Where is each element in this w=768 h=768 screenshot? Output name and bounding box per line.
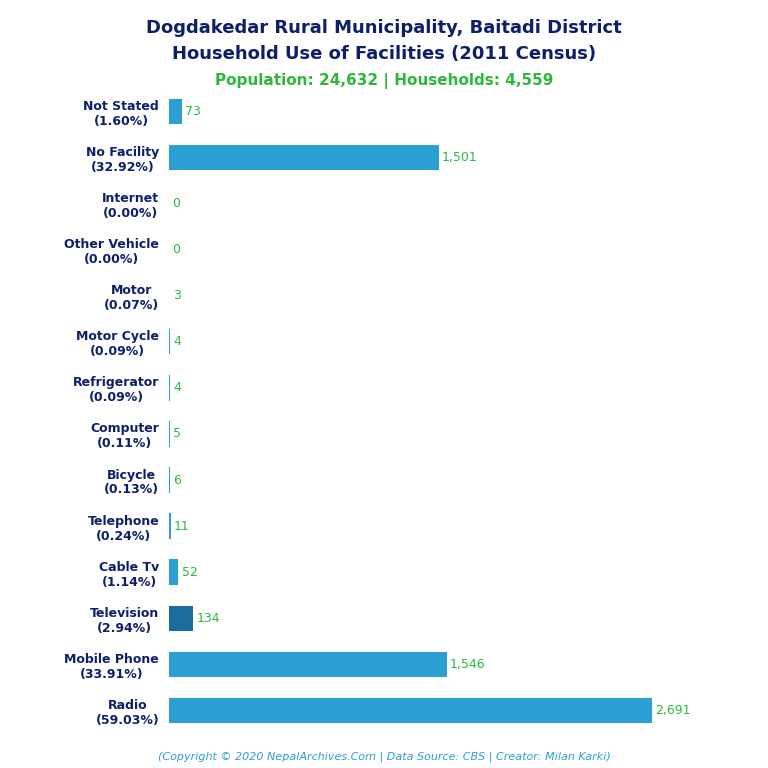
Text: 3: 3 [173, 290, 180, 302]
Text: 11: 11 [174, 520, 190, 532]
Text: 5: 5 [173, 428, 181, 440]
Text: 6: 6 [174, 474, 181, 486]
Bar [169, 513, 171, 539]
Text: Dogdakedar Rural Municipality, Baitadi District: Dogdakedar Rural Municipality, Baitadi D… [146, 19, 622, 37]
Text: Population: 24,632 | Households: 4,559: Population: 24,632 | Households: 4,559 [215, 73, 553, 89]
Bar [169, 697, 652, 723]
Bar [169, 467, 170, 493]
Bar [169, 144, 439, 170]
Bar [169, 605, 193, 631]
Bar [169, 651, 447, 677]
Bar [169, 559, 178, 585]
Text: Household Use of Facilities (2011 Census): Household Use of Facilities (2011 Census… [172, 45, 596, 62]
Bar [169, 99, 182, 124]
Text: 1,501: 1,501 [442, 151, 478, 164]
Text: 4: 4 [173, 336, 180, 348]
Text: 4: 4 [173, 382, 180, 394]
Text: 1,546: 1,546 [450, 658, 485, 670]
Bar [169, 421, 170, 447]
Text: 52: 52 [181, 566, 197, 578]
Text: 0: 0 [172, 197, 180, 210]
Text: 0: 0 [172, 243, 180, 256]
Text: 2,691: 2,691 [656, 704, 691, 717]
Text: 73: 73 [185, 105, 201, 118]
Text: 134: 134 [197, 612, 220, 624]
Text: (Copyright © 2020 NepalArchives.Com | Data Source: CBS | Creator: Milan Karki): (Copyright © 2020 NepalArchives.Com | Da… [157, 751, 611, 762]
